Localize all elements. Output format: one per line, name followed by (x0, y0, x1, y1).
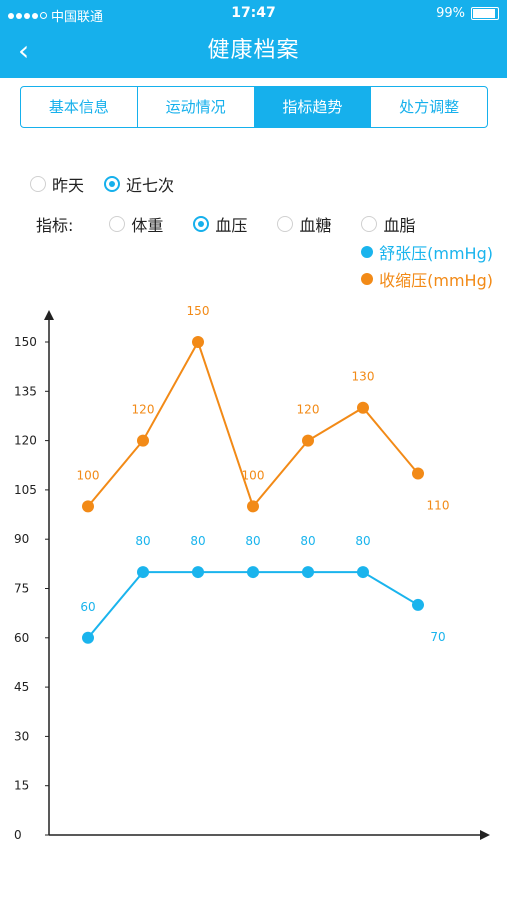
tab-exercise[interactable]: 运动情况 (138, 87, 255, 127)
series-line (87, 571, 419, 639)
data-point (192, 336, 204, 348)
data-label: 130 (352, 370, 375, 384)
data-point (302, 434, 314, 447)
app-header: 中国联通 17:47 99% ‹ 健康档案 (0, 0, 507, 309)
metric-option-label: 血脂 (383, 216, 416, 235)
metric-option-blood-pressure[interactable]: 血压 (193, 212, 247, 236)
metric-option-blood-lipid[interactable]: 血脂 (361, 212, 415, 236)
back-button[interactable]: ‹ (18, 34, 30, 67)
blood-pressure-chart: 0 15 30 45 60 75 90 105 120 135 150 100 120 150 100 120… (14, 304, 490, 842)
data-point (357, 566, 369, 579)
y-tick-label: 0 (14, 828, 22, 842)
metric-selector: 指标: 体重 血压 血糖 血脂 (36, 212, 507, 236)
tab-bar: 基本信息 运动情况 指标趋势 处方调整 (20, 86, 488, 128)
metric-option-blood-sugar[interactable]: 血糖 (277, 212, 331, 236)
radio-selected-icon (193, 216, 210, 232)
tab-basic-info[interactable]: 基本信息 (21, 87, 138, 127)
metric-label: 指标: (36, 216, 74, 235)
page-title: 健康档案 (207, 38, 300, 63)
carrier-label: 中国联通 (51, 10, 104, 25)
period-selector: 昨天 近七次 (30, 172, 507, 196)
y-tick-label: 90 (14, 532, 29, 546)
data-point (357, 401, 369, 414)
data-point (412, 598, 424, 611)
legend-swatch (361, 245, 374, 258)
battery-percent: 99% (436, 6, 465, 21)
metric-option-label: 体重 (131, 216, 164, 235)
radio-icon (277, 216, 294, 232)
status-left: 中国联通 (8, 6, 107, 307)
status-right: 99% (424, 6, 499, 309)
radio-selected-icon (104, 176, 121, 192)
period-option-yesterday[interactable]: 昨天 (30, 172, 84, 196)
tab-indicator-trend[interactable]: 指标趋势 (254, 87, 372, 127)
tab-prescription[interactable]: 处方调整 (399, 98, 460, 116)
metric-option-weight[interactable]: 体重 (109, 212, 163, 236)
data-point (82, 631, 94, 644)
chart-legend: 舒张压(mmHg) 收缩压(mmHg) (361, 238, 493, 292)
data-label: 80 (190, 534, 205, 548)
y-tick-label: 75 (14, 582, 29, 596)
data-label: 120 (297, 403, 320, 417)
data-label: 80 (300, 534, 315, 548)
data-label: 120 (132, 403, 155, 417)
data-label: 150 (187, 304, 210, 318)
period-option-last-seven[interactable]: 近七次 (104, 172, 174, 196)
status-bar: 中国联通 17:47 99% (0, 0, 507, 309)
data-label: 70 (430, 630, 445, 644)
metric-option-label: 血压 (215, 216, 248, 235)
x-axis-arrow-icon (480, 830, 490, 840)
y-tick-label: 30 (14, 729, 29, 743)
data-point (302, 566, 314, 579)
radio-icon (361, 216, 378, 232)
radio-icon (109, 216, 126, 232)
y-axis-arrow-icon (44, 310, 54, 320)
data-point (192, 566, 204, 579)
legend-item-diastolic: 舒张压(mmHg) (361, 238, 493, 265)
battery-icon (471, 7, 499, 20)
y-tick-label: 60 (14, 631, 29, 645)
data-label: 100 (242, 468, 265, 482)
signal-icon (8, 12, 47, 19)
legend-swatch (361, 272, 374, 285)
metric-option-label: 血糖 (299, 216, 332, 235)
data-point (247, 566, 259, 579)
data-point (247, 500, 259, 513)
y-tick-label: 15 (14, 779, 29, 793)
y-tick-label: 105 (14, 483, 37, 497)
data-point (137, 434, 149, 447)
y-tick-label: 45 (14, 680, 29, 694)
period-label: 近七次 (126, 176, 175, 195)
y-tick-label: 135 (14, 384, 37, 398)
data-point (412, 467, 424, 480)
period-label: 昨天 (52, 176, 85, 195)
y-tick-label: 150 (14, 335, 37, 349)
data-point (82, 500, 94, 513)
legend-item-systolic: 收缩压(mmHg) (361, 265, 493, 292)
radio-icon (30, 176, 46, 192)
legend-label: 收缩压(mmHg) (379, 270, 493, 290)
data-label: 60 (80, 600, 95, 614)
data-label: 100 (77, 468, 100, 482)
data-label: 80 (355, 534, 370, 548)
data-label: 80 (245, 534, 260, 548)
status-time: 17:47 (231, 5, 276, 21)
data-point (137, 566, 149, 579)
data-label: 110 (427, 498, 450, 512)
y-tick-label: 120 (14, 434, 37, 448)
data-label: 80 (135, 534, 150, 548)
legend-label: 舒张压(mmHg) (379, 243, 493, 263)
